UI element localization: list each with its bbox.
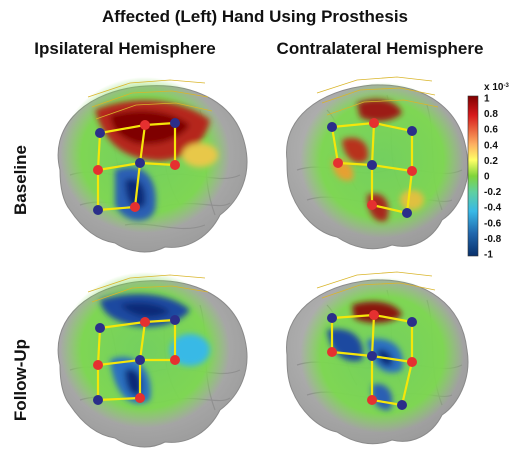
- colorbar-tick-label: -1: [484, 250, 493, 261]
- column-header-ipsilateral: Ipsilateral Hemisphere: [34, 39, 215, 58]
- row-label-followup: Follow-Up: [11, 339, 30, 421]
- colorbar-tick-label: 0.4: [484, 140, 498, 151]
- brain-panel-baseline-contralateral: [286, 76, 469, 250]
- colorbar-tick-label: 0: [484, 172, 490, 183]
- optodes: [327, 310, 417, 410]
- activation-hot-core: [110, 110, 190, 145]
- brain-panel-followup-ipsilateral: [57, 272, 248, 448]
- activation-warm: [400, 190, 424, 210]
- colorbar-tick-label: -0.2: [484, 187, 502, 198]
- channel-lines: [96, 121, 177, 212]
- channel-lines: [330, 313, 414, 407]
- brain-panel-baseline-ipsilateral: [57, 77, 248, 253]
- colorbar: x 10-3 1 0.8 0.6 0.4 0.2 0 -0.2 -0.4 -0.6 -0.8 -1: [467, 82, 509, 261]
- optode-scaffold: [87, 79, 213, 120]
- figure-title: Affected (Left) Hand Using Prosthesis: [102, 7, 408, 26]
- column-header-contralateral: Contralateral Hemisphere: [277, 39, 484, 58]
- optodes: [327, 118, 417, 218]
- colorbar-tick-label: 0.6: [484, 125, 498, 136]
- activation-hot: [357, 99, 402, 122]
- colorbar-tick-label: -0.8: [484, 234, 502, 245]
- brain-panel-followup-contralateral: [286, 271, 469, 445]
- activation-negative: [371, 384, 393, 411]
- channel-lines: [96, 318, 177, 402]
- activation-hot: [342, 137, 368, 163]
- activation-negative-core: [125, 178, 146, 208]
- optodes: [93, 118, 180, 215]
- optode-scaffold: [316, 271, 436, 299]
- colorbar-gradient: [467, 95, 479, 257]
- colorbar-tick-label: 0.8: [484, 109, 498, 120]
- optodes: [93, 315, 180, 405]
- colorbar-tick-label: -0.6: [484, 218, 502, 229]
- colorbar-tick-label: -0.4: [484, 203, 502, 214]
- activation-negative-core: [125, 369, 142, 396]
- colorbar-tick-label: 0.2: [484, 156, 498, 167]
- colorbar-tick-label: 1: [484, 94, 490, 105]
- row-label-baseline: Baseline: [11, 145, 30, 215]
- channel-lines: [330, 121, 414, 215]
- optode-scaffold: [87, 274, 209, 303]
- activation-negative-core: [120, 302, 170, 318]
- activation-warm: [182, 143, 218, 167]
- colorbar-ticks: 1 0.8 0.6 0.4 0.2 0 -0.2 -0.4 -0.6 -0.8 -1: [484, 94, 502, 261]
- activation-cool: [170, 334, 210, 366]
- colorbar-exponent: x 10-3: [484, 82, 509, 93]
- optode-scaffold: [316, 76, 439, 116]
